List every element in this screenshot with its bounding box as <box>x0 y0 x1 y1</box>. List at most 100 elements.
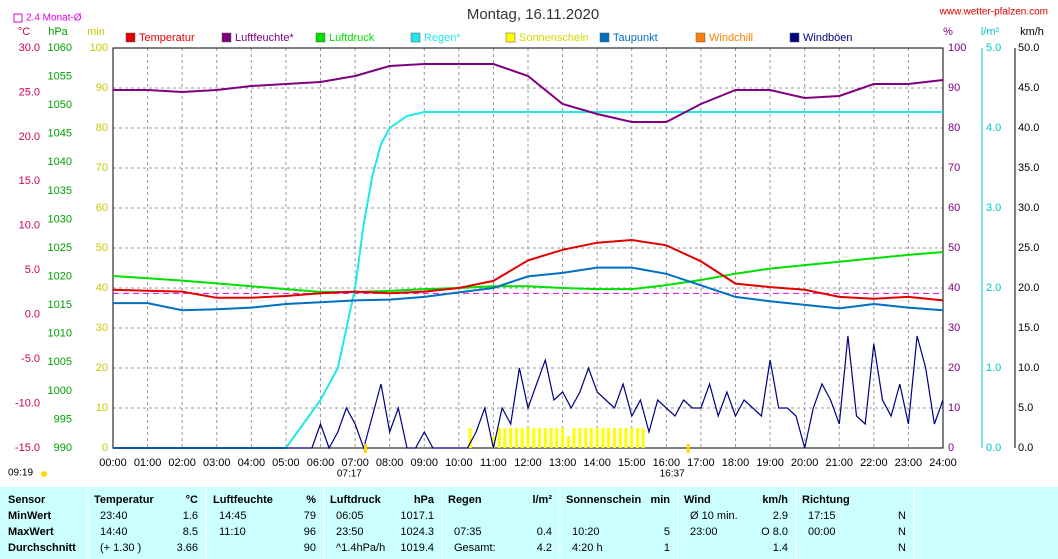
table-cell: 17:15 <box>808 510 836 522</box>
y-tick-label: 100 <box>90 42 108 54</box>
x-tick-label: 22:00 <box>860 457 888 469</box>
x-tick-label: 11:00 <box>480 457 507 469</box>
y-tick-label: -10.0 <box>15 397 40 409</box>
y-tick-label: 100 <box>948 42 966 54</box>
sunshine-bar <box>509 428 513 448</box>
legend-label: Taupunkt <box>613 32 658 44</box>
table-bg <box>0 487 1058 559</box>
site-link: www.wetter-pfalzen.com <box>939 7 1048 18</box>
sun-marker <box>363 444 367 453</box>
table-cell: 1.4 <box>773 542 788 554</box>
sunshine-bar <box>555 428 559 448</box>
day-length: 09:19 <box>8 468 33 479</box>
table-cell: 4.2 <box>537 542 552 554</box>
sunshine-bar <box>515 428 519 448</box>
table-cell: 3.66 <box>177 542 198 554</box>
legend-swatch <box>221 32 232 43</box>
y-tick-label: 30.0 <box>19 42 40 54</box>
legend-swatch <box>315 32 326 43</box>
y-tick-label: 1060 <box>48 42 72 54</box>
x-tick-label: 14:00 <box>583 457 611 469</box>
table-unit: km/h <box>762 494 788 506</box>
axis-unit: l/m² <box>981 26 1000 38</box>
legend-swatch <box>789 32 800 43</box>
y-tick-label: 1035 <box>48 185 72 197</box>
y-tick-label: 10 <box>96 402 108 414</box>
x-tick-label: 01:00 <box>134 457 162 469</box>
y-tick-label: 20.0 <box>19 131 40 143</box>
sunshine-bar <box>636 428 640 448</box>
x-tick-label: 18:00 <box>722 457 750 469</box>
table-unit: min <box>650 494 670 506</box>
sunshine-bar <box>566 436 570 448</box>
avg-legend: 2.4 Monat-Ø <box>26 13 82 24</box>
y-tick-label: 20 <box>948 362 960 374</box>
x-tick-label: 10:00 <box>445 457 473 469</box>
y-tick-label: 90 <box>96 82 108 94</box>
y-tick-label: 1010 <box>48 328 72 340</box>
y-tick-label: -5.0 <box>21 353 40 365</box>
table-cell: 1019.4 <box>400 542 434 554</box>
sunshine-bar <box>601 428 605 448</box>
sunshine-bar <box>532 428 536 448</box>
avg-legend-box <box>13 13 23 23</box>
y-tick-label: 0 <box>102 442 108 454</box>
x-tick-label: 03:00 <box>203 457 231 469</box>
sunshine-bar <box>630 428 634 448</box>
table-cell: 23:40 <box>100 510 128 522</box>
table-cell: O 8.0 <box>761 526 788 538</box>
y-tick-label: 5.0 <box>25 264 40 276</box>
x-tick-label: 02:00 <box>168 457 196 469</box>
table-cell: 90 <box>304 542 316 554</box>
x-tick-label: 16:00 <box>653 457 681 469</box>
sun-time: 07:17 <box>337 469 362 480</box>
y-tick-label: 70 <box>96 162 108 174</box>
table-cell: (+ 1.30 ) <box>100 542 141 554</box>
table-unit: hPa <box>414 494 435 506</box>
sunshine-bar <box>618 428 622 448</box>
x-tick-label: 07:00 <box>341 457 369 469</box>
table-cell: 79 <box>304 510 316 522</box>
sunshine-bar <box>561 428 565 448</box>
table-cell: N <box>898 526 906 538</box>
series-line <box>113 335 944 450</box>
y-tick-label: 1025 <box>48 242 72 254</box>
x-tick-label: 08:00 <box>376 457 404 469</box>
y-tick-label: 10.0 <box>1018 362 1039 374</box>
y-tick-label: 80 <box>948 122 960 134</box>
y-tick-label: 50.0 <box>1018 42 1039 54</box>
y-tick-label: 90 <box>948 82 960 94</box>
row-label: MinWert <box>8 510 52 522</box>
legend-label: Luftdruck <box>329 32 375 44</box>
y-tick-label: 0.0 <box>25 309 40 321</box>
table-cell: N <box>898 542 906 554</box>
table-header: Wind <box>684 494 711 506</box>
sunshine-bar <box>624 428 628 448</box>
x-tick-label: 09:00 <box>410 457 438 469</box>
table-header: Luftdruck <box>330 494 382 506</box>
table-header: Temperatur <box>94 494 154 506</box>
table-header: Luftfeuchte <box>213 494 273 506</box>
y-tick-label: 0 <box>948 442 954 454</box>
y-tick-label: 1045 <box>48 128 72 140</box>
x-tick-label: 00:00 <box>99 457 127 469</box>
sunshine-bar <box>607 428 611 448</box>
y-tick-label: 1005 <box>48 356 72 368</box>
y-tick-label: 2.0 <box>986 282 1001 294</box>
y-tick-label: 40 <box>948 282 960 294</box>
y-tick-label: 1040 <box>48 156 72 168</box>
y-tick-label: 1015 <box>48 299 72 311</box>
table-cell: 10:20 <box>572 526 600 538</box>
table-cell: 1017.1 <box>400 510 434 522</box>
y-tick-label: 1050 <box>48 99 72 111</box>
table-cell: ^1.4hPa/h <box>336 542 385 554</box>
legend-label: Regen* <box>424 32 461 44</box>
table-cell: Ø 10 min. <box>690 510 738 522</box>
x-tick-label: 04:00 <box>238 457 266 469</box>
table-cell: 11:10 <box>219 526 246 538</box>
table-cell: 1 <box>664 542 670 554</box>
y-tick-label: 20 <box>96 362 108 374</box>
y-tick-label: 20.0 <box>1018 282 1039 294</box>
sunshine-bar <box>497 428 501 448</box>
table-cell: 14:40 <box>100 526 128 538</box>
